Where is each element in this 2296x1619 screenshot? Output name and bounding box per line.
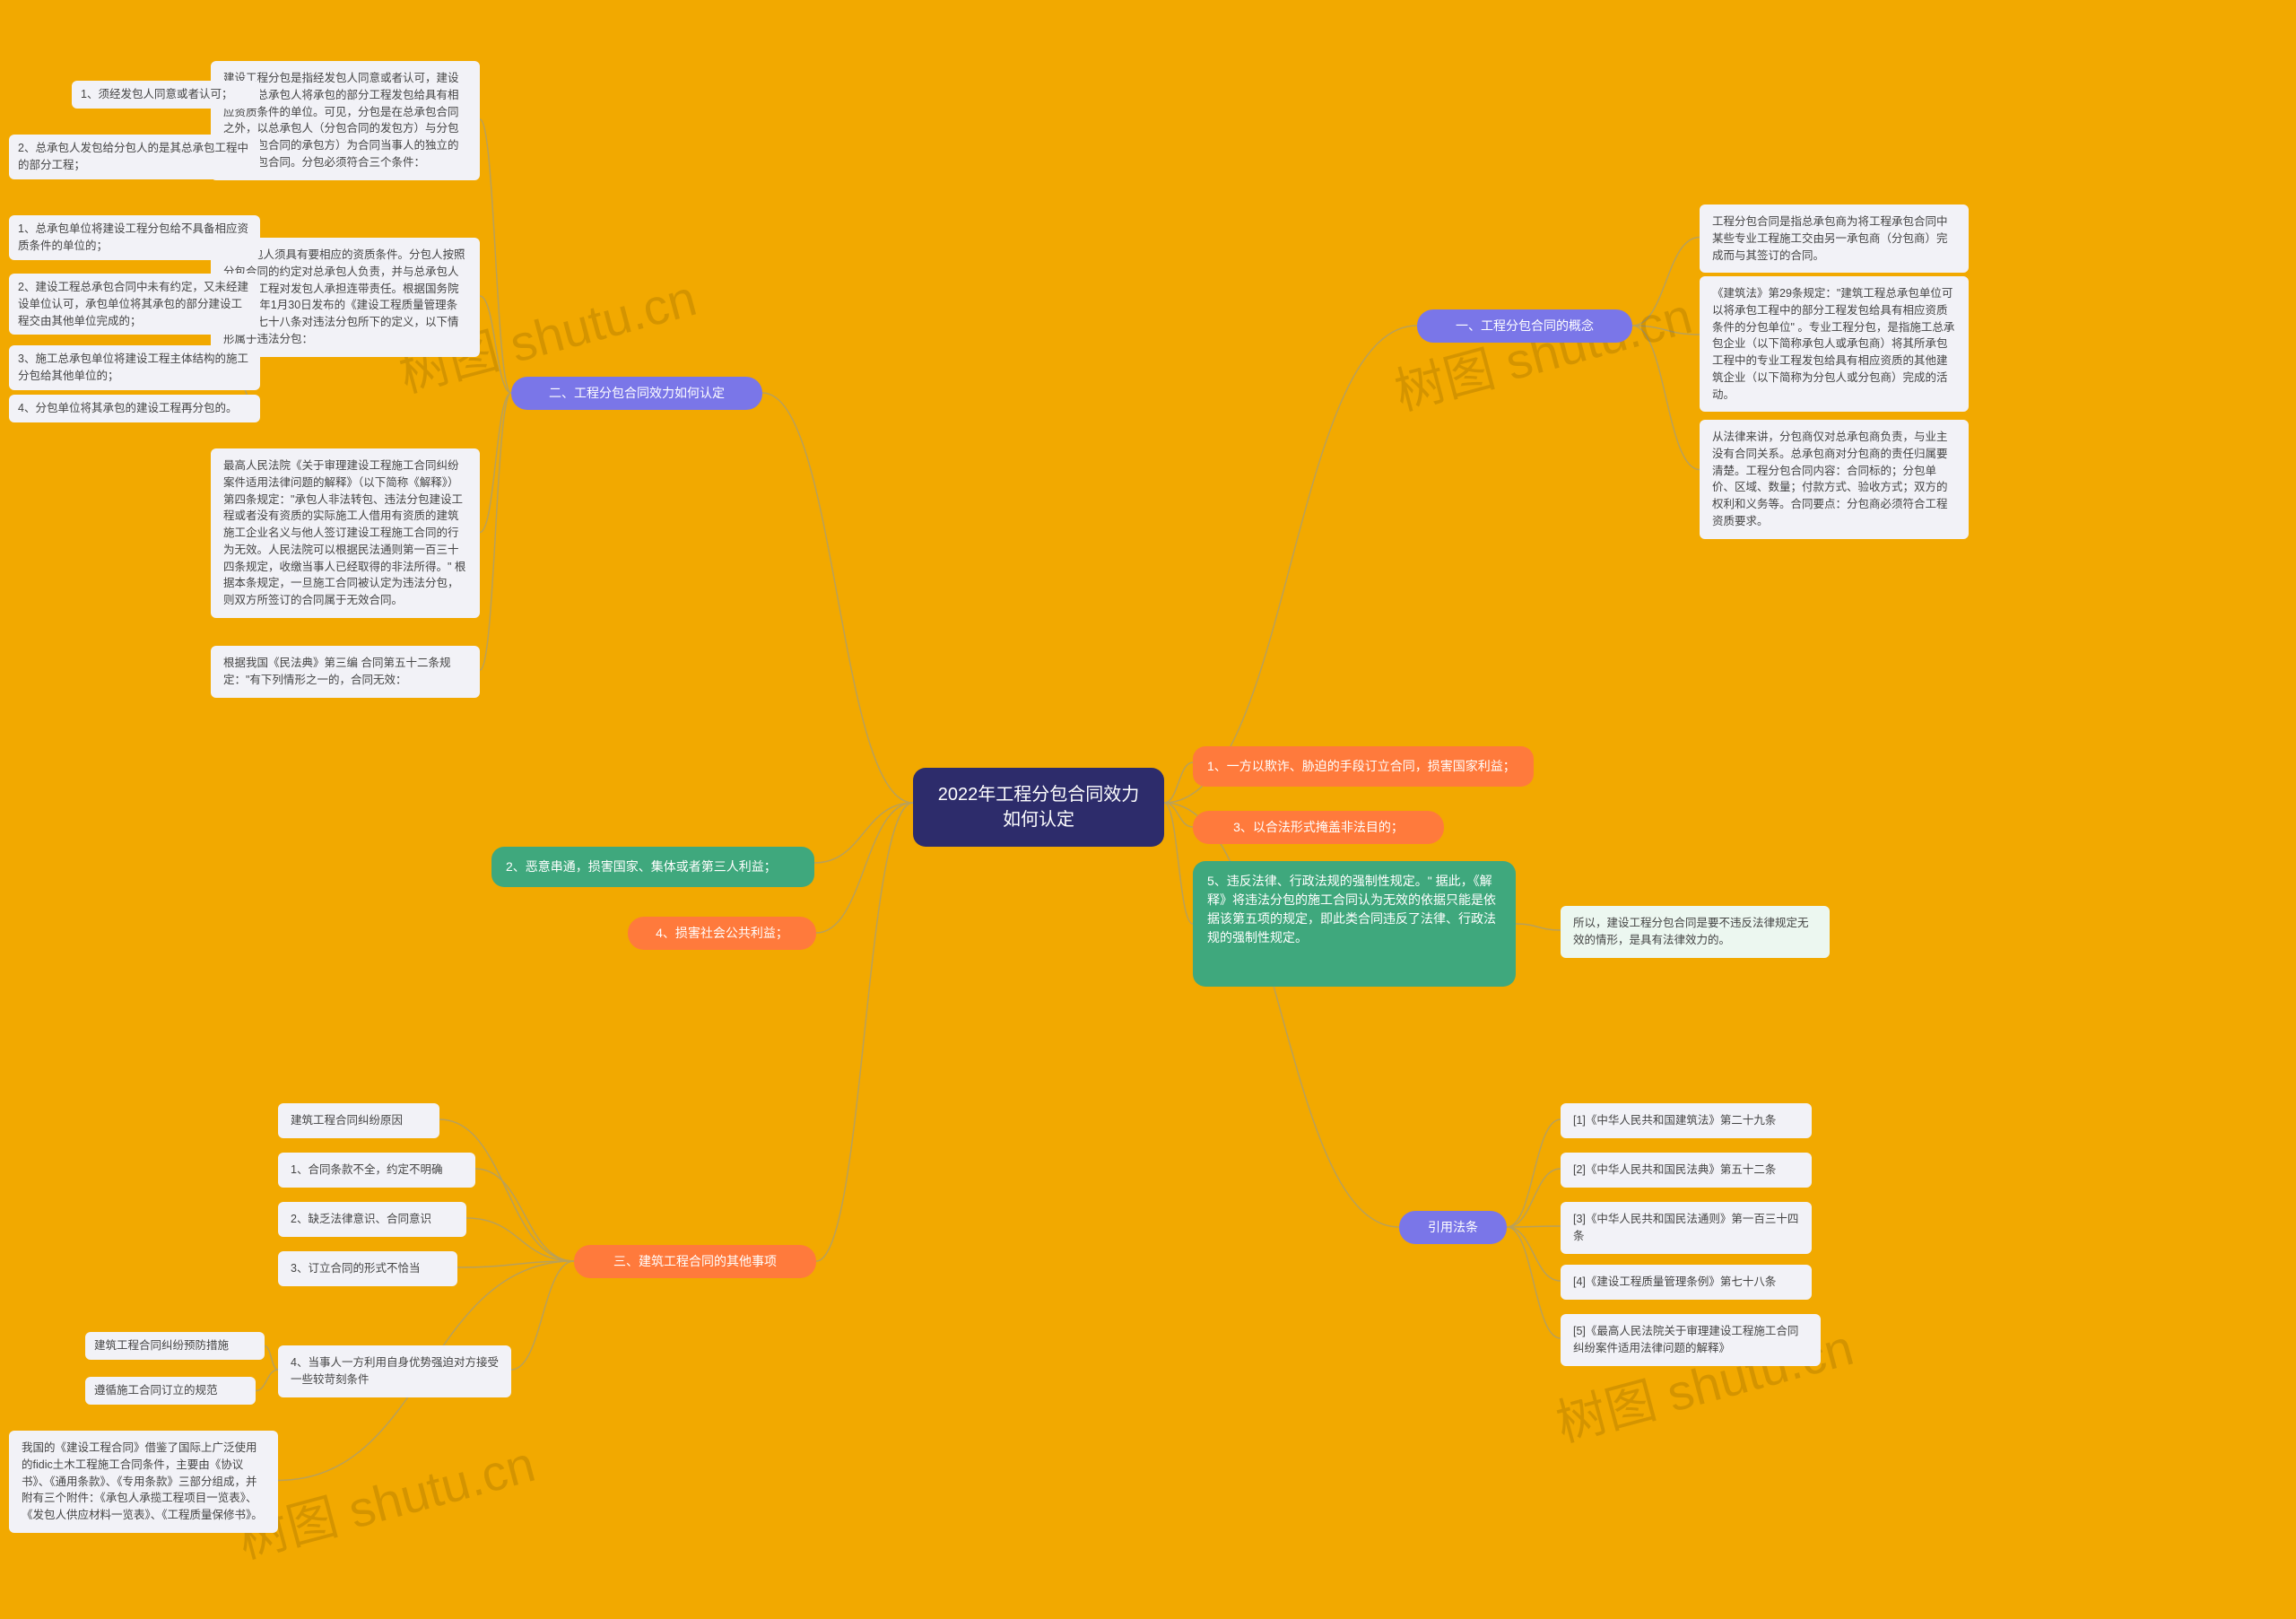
subleaf-b2-0-1: 2、总承包人发包给分包人的是其总承包工程中的部分工程； (9, 135, 260, 179)
branch-b9: 引用法条 (1399, 1211, 1507, 1244)
leaf-b7-0: 所以，建设工程分包合同是要不违反法律规定无效的情形，是具有法律效力的。 (1561, 906, 1830, 958)
leaf-b8-3: 3、订立合同的形式不恰当 (278, 1251, 457, 1286)
leaf-b2-2: 最高人民法院《关于审理建设工程施工合同纠纷案件适用法律问题的解释》（以下简称《解… (211, 448, 480, 618)
leaf-b1-0: 工程分包合同是指总承包商为将工程承包合同中某些专业工程施工交由另一承包商（分包商… (1700, 205, 1969, 273)
branch-b7: 5、违反法律、行政法规的强制性规定。" 据此，《解释》将违法分包的施工合同认为无… (1193, 861, 1516, 987)
branch-b3: 1、一方以欺诈、胁迫的手段订立合同，损害国家利益； (1193, 746, 1534, 787)
branch-b4: 2、恶意串通，损害国家、集体或者第三人利益； (491, 847, 814, 887)
leaf-b9-0: [1]《中华人民共和国建筑法》第二十九条 (1561, 1103, 1812, 1138)
subleaf-b2-0-0: 1、须经发包人同意或者认可； (72, 81, 260, 109)
leaf-b8-2: 2、缺乏法律意识、合同意识 (278, 1202, 466, 1237)
watermark: 树图 shutu.cn (1386, 275, 1699, 424)
branch-b1: 一、工程分包合同的概念 (1417, 309, 1632, 343)
subleaf-b2-1-2: 3、施工总承包单位将建设工程主体结构的施工分包给其他单位的； (9, 345, 260, 390)
subleaf-b2-1-3: 4、分包单位将其承包的建设工程再分包的。 (9, 395, 260, 422)
leaf-b9-2: [3]《中华人民共和国民法通则》第一百三十四条 (1561, 1202, 1812, 1254)
leaf-b8-0: 建筑工程合同纠纷原因 (278, 1103, 439, 1138)
branch-b5: 3、以合法形式掩盖非法目的； (1193, 811, 1444, 844)
leaf-b1-1: 《建筑法》第29条规定："建筑工程总承包单位可以将承包工程中的部分工程发包给具有… (1700, 276, 1969, 412)
branch-b6: 4、损害社会公共利益； (628, 917, 816, 950)
center-node: 2022年工程分包合同效力 如何认定 (913, 768, 1164, 847)
subleaf-b2-1-0: 1、总承包单位将建设工程分包给不具备相应资质条件的单位的； (9, 215, 260, 260)
leaf-b8-5: 我国的《建设工程合同》借鉴了国际上广泛使用的fidic土木工程施工合同条件，主要… (9, 1431, 278, 1533)
subleaf-b2-1-1: 2、建设工程总承包合同中未有约定，又未经建设单位认可，承包单位将其承包的部分建设… (9, 274, 260, 335)
leaf-b9-1: [2]《中华人民共和国民法典》第五十二条 (1561, 1153, 1812, 1188)
leaf-b8-4: 4、当事人一方利用自身优势强迫对方接受一些较苛刻条件 (278, 1345, 511, 1397)
subleaf-b8-4-0: 建筑工程合同纠纷预防措施 (85, 1332, 265, 1360)
leaf-b1-2: 从法律来讲，分包商仅对总承包商负责，与业主没有合同关系。总承包商对分包商的责任归… (1700, 420, 1969, 539)
leaf-b2-3: 根据我国《民法典》第三编 合同第五十二条规定："有下列情形之一的，合同无效： (211, 646, 480, 698)
leaf-b9-4: [5]《最高人民法院关于审理建设工程施工合同纠纷案件适用法律问题的解释》 (1561, 1314, 1821, 1366)
subleaf-b8-4-1: 遵循施工合同订立的规范 (85, 1377, 256, 1405)
branch-b2: 二、工程分包合同效力如何认定 (511, 377, 762, 410)
leaf-b9-3: [4]《建设工程质量管理条例》第七十八条 (1561, 1265, 1812, 1300)
branch-b8: 三、建筑工程合同的其他事项 (574, 1245, 816, 1278)
leaf-b8-1: 1、合同条款不全，约定不明确 (278, 1153, 475, 1188)
